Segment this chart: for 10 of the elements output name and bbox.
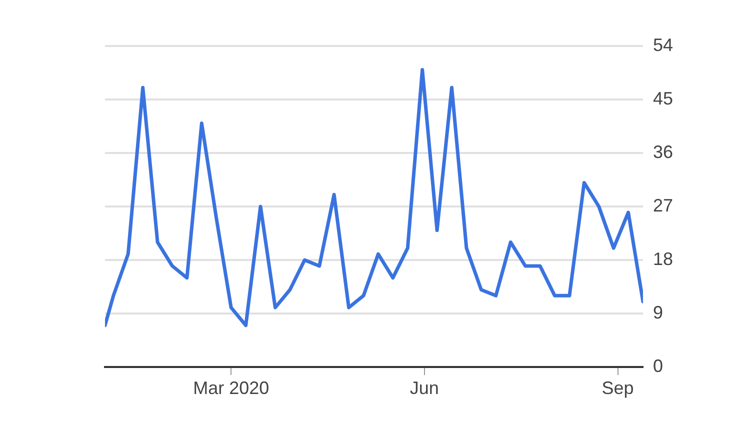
x-tick-label: Jun — [410, 378, 439, 398]
y-tick-label: 9 — [653, 302, 664, 322]
y-tick-label: 36 — [653, 142, 674, 162]
y-tick-label: 0 — [653, 356, 664, 376]
y-tick-label: 54 — [653, 34, 674, 55]
x-tick-label: Sep — [602, 378, 634, 398]
y-tick-label: 27 — [653, 195, 674, 216]
y-tick-label: 45 — [653, 88, 674, 108]
y-tick-label: 18 — [653, 248, 674, 269]
x-tick-label: Mar 2020 — [193, 378, 270, 398]
